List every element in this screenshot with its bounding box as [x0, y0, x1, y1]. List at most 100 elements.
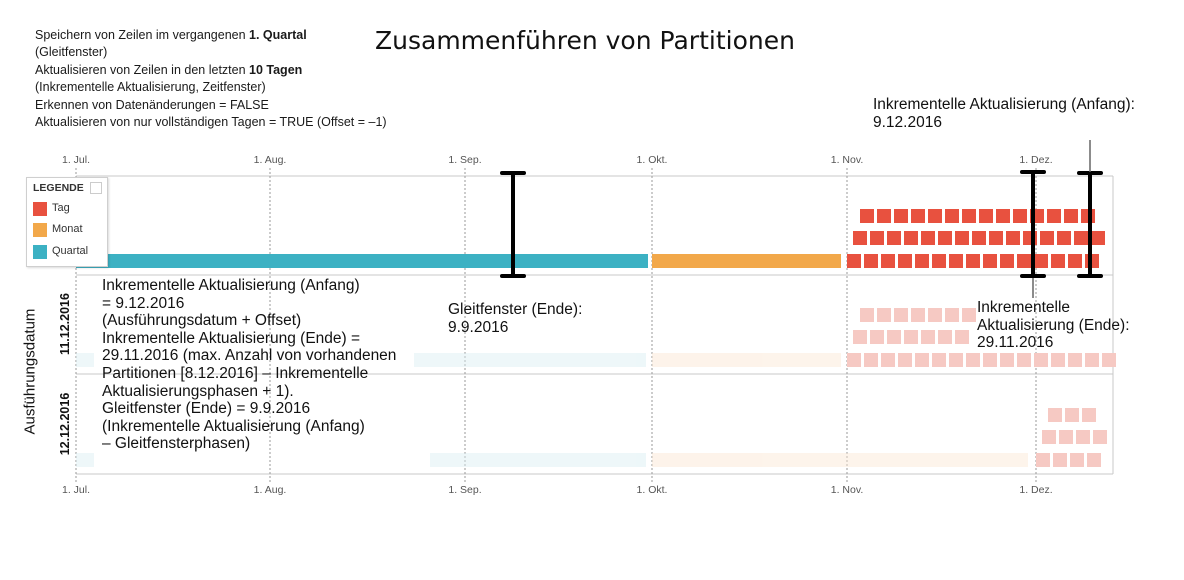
- tag-partition: [966, 353, 980, 367]
- tag-partition: [860, 209, 874, 223]
- explanation-text: Inkrementelle Aktualisierung (Anfang) = …: [102, 277, 397, 453]
- tag-partition: [1065, 408, 1079, 422]
- tag-partition: [1017, 353, 1031, 367]
- tag-partition: [983, 254, 997, 268]
- tag-partition: [887, 231, 901, 245]
- tag-partition: [1082, 408, 1096, 422]
- row-label: 11.12.2016: [58, 293, 72, 355]
- tag-partition: [881, 254, 895, 268]
- tag-partition: [1034, 254, 1048, 268]
- legend-swatch: [33, 202, 47, 216]
- inc-start-marker: [1077, 171, 1103, 278]
- tag-partition: [887, 330, 901, 344]
- tag-partition: [1070, 453, 1084, 467]
- tag-partition: [1048, 408, 1062, 422]
- config-line: (Inkrementelle Aktualisierung, Zeitfenst…: [35, 80, 266, 95]
- inc-end-marker: [1020, 170, 1046, 278]
- tag-partition: [932, 353, 946, 367]
- axis-tick-label: 1. Sep.: [448, 484, 481, 496]
- tag-partition: [881, 353, 895, 367]
- tag-partition: [945, 209, 959, 223]
- tag-partition: [911, 209, 925, 223]
- tag-partition: [949, 254, 963, 268]
- legend-swatch: [33, 245, 47, 259]
- tag-partition: [877, 209, 891, 223]
- tag-partition: [1093, 430, 1107, 444]
- tag-partition: [1053, 453, 1067, 467]
- tag-partition: [949, 353, 963, 367]
- config-block: Speichern von Zeilen im vergangenen 1. Q…: [35, 27, 387, 131]
- tag-partition: [915, 353, 929, 367]
- axis-tick-label: 1. Aug.: [254, 154, 287, 166]
- row-label: 12.12.2016: [58, 392, 72, 456]
- config-line: Erkennen von Datenänderungen = FALSE: [35, 97, 269, 112]
- tag-partition: [898, 254, 912, 268]
- tag-partition: [945, 308, 959, 322]
- tag-partition: [1064, 209, 1078, 223]
- tag-partition: [1087, 453, 1101, 467]
- tag-partition: [1057, 231, 1071, 245]
- axis-tick-label: 1. Aug.: [254, 484, 287, 496]
- tag-partition: [853, 330, 867, 344]
- tag-partition: [1047, 209, 1061, 223]
- axis-tick-label: 1. Nov.: [831, 154, 863, 166]
- quartal-partition: [76, 353, 94, 367]
- config-line: Aktualisieren von nur vollständigen Tage…: [35, 115, 387, 130]
- tag-partition: [847, 353, 861, 367]
- axis-tick-label: 1. Jul.: [62, 484, 90, 496]
- legend-title: LEGENDE: [33, 182, 84, 194]
- axis-tick-label: 1. Nov.: [831, 484, 863, 496]
- tag-partition: [853, 231, 867, 245]
- tag-partition: [898, 353, 912, 367]
- legend: LEGENDE Tag Monat Quartal: [26, 177, 108, 267]
- tag-partition: [921, 231, 935, 245]
- tag-partition: [1051, 254, 1065, 268]
- tag-partition: [911, 308, 925, 322]
- config-line: Speichern von Zeilen im vergangenen 1. Q…: [35, 28, 307, 42]
- tag-partition: [1051, 353, 1065, 367]
- tag-partition: [938, 231, 952, 245]
- config-line: Aktualisieren von Zeilen in den letzten …: [35, 62, 303, 77]
- tag-partition: [904, 330, 918, 344]
- tag-partition: [962, 209, 976, 223]
- tag-partition: [1017, 254, 1031, 268]
- inc-end-annotation: Inkrementelle Aktualisierung (Ende): 29.…: [977, 299, 1130, 352]
- tag-partition: [979, 209, 993, 223]
- legend-label: Quartal: [52, 245, 89, 257]
- tag-partition: [894, 209, 908, 223]
- tag-partition: [847, 254, 861, 268]
- tag-partition: [966, 254, 980, 268]
- tag-partition: [1102, 353, 1116, 367]
- tag-partition: [955, 231, 969, 245]
- window-end-marker: [500, 171, 526, 278]
- tag-partition: [1000, 353, 1014, 367]
- tag-partition: [1076, 430, 1090, 444]
- tag-partition: [1091, 231, 1105, 245]
- axis-tick-label: 1. Sep.: [448, 154, 481, 166]
- monat-partition: [652, 254, 841, 268]
- tag-partition: [904, 231, 918, 245]
- tag-partition: [921, 330, 935, 344]
- tag-partition: [928, 209, 942, 223]
- legend-swatch: [33, 223, 47, 237]
- legend-toggle[interactable]: [90, 182, 102, 194]
- inc-start-annotation: Inkrementelle Aktualisierung (Anfang): 9…: [873, 96, 1135, 131]
- tag-partition: [1059, 430, 1073, 444]
- quartal-partition: [414, 353, 646, 367]
- window-end-annotation: Gleitfenster (Ende): 9.9.2016: [448, 301, 583, 336]
- tag-partition: [983, 353, 997, 367]
- config-line: (Gleitfenster): [35, 45, 108, 60]
- tag-partition: [870, 330, 884, 344]
- tag-partition: [1068, 254, 1082, 268]
- tag-partition: [1013, 209, 1027, 223]
- quartal-partition: [76, 453, 94, 467]
- monat-partition: [652, 353, 841, 367]
- tag-partition: [989, 231, 1003, 245]
- tag-partition: [915, 254, 929, 268]
- axis-tick-label: 1. Dez.: [1019, 484, 1052, 496]
- axis-tick-label: 1. Okt.: [637, 484, 668, 496]
- tag-partition: [1040, 231, 1054, 245]
- quartal-partition: [430, 453, 646, 467]
- tag-partition: [1074, 231, 1088, 245]
